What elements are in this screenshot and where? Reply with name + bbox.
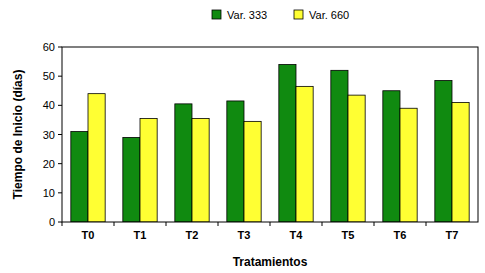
bar xyxy=(227,101,244,222)
tick xyxy=(58,47,62,48)
legend-swatch xyxy=(294,10,303,19)
tick-label: 10 xyxy=(43,187,55,199)
x-tick xyxy=(62,222,63,226)
tick xyxy=(58,163,62,164)
tick-label: 60 xyxy=(43,41,55,53)
category-label: T6 xyxy=(394,229,407,241)
bar xyxy=(140,118,157,222)
tick-label: 50 xyxy=(43,70,55,82)
category-label: T7 xyxy=(446,229,459,241)
chart: 0 10 20 30 40 50 60 T0 T1 T2 T3 T4 T5 T6 T7 Tratamiento… xyxy=(0,0,485,273)
legend-swatch xyxy=(212,10,221,19)
x-tick xyxy=(426,222,427,226)
bar xyxy=(123,137,140,222)
x-tick xyxy=(218,222,219,226)
tick xyxy=(58,76,62,77)
tick-label: 0 xyxy=(49,216,55,228)
bar xyxy=(88,94,105,222)
x-tick xyxy=(374,222,375,226)
x-tick xyxy=(322,222,323,226)
bars xyxy=(71,65,469,223)
tick xyxy=(58,105,62,106)
bar xyxy=(244,121,261,222)
bar xyxy=(452,102,469,222)
x-tick xyxy=(166,222,167,226)
x-axis-label: Tratamientos xyxy=(233,255,308,269)
bar xyxy=(192,118,209,222)
bar xyxy=(400,108,417,222)
category-label: T3 xyxy=(238,229,251,241)
legend-label: Var. 660 xyxy=(309,9,349,21)
bar xyxy=(175,104,192,222)
tick-label: 40 xyxy=(43,99,55,111)
tick xyxy=(58,222,62,223)
bar xyxy=(331,70,348,222)
tick-label: 20 xyxy=(43,158,55,170)
bar xyxy=(435,81,452,222)
plot-frame xyxy=(62,47,478,222)
tick xyxy=(58,192,62,193)
category-label: T4 xyxy=(290,229,304,241)
category-label: T2 xyxy=(186,229,199,241)
x-tick xyxy=(270,222,271,226)
bar xyxy=(296,86,313,222)
legend-label: Var. 333 xyxy=(227,9,267,21)
bar xyxy=(348,95,365,222)
x-tick xyxy=(114,222,115,226)
bar xyxy=(279,65,296,223)
tick-label: 30 xyxy=(43,129,55,141)
category-label: T0 xyxy=(82,229,95,241)
category-label: T1 xyxy=(134,229,147,241)
category-label: T5 xyxy=(342,229,355,241)
bar xyxy=(383,91,400,222)
y-axis-label: Tiempo de Inicio (días) xyxy=(11,70,25,200)
bar xyxy=(71,132,88,222)
tick xyxy=(58,134,62,135)
